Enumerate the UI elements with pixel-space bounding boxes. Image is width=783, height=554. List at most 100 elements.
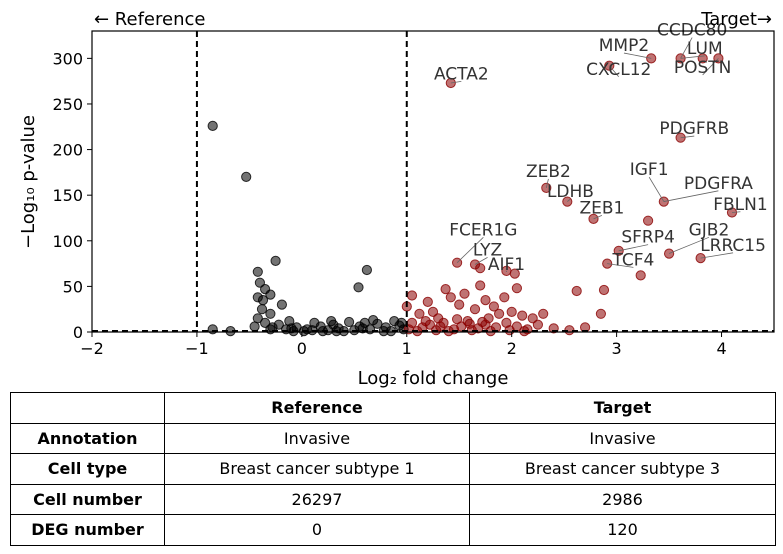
reference-point (270, 255, 281, 266)
target-point (499, 292, 510, 303)
table-row: Annotation Invasive Invasive (10, 422, 776, 454)
target-point (420, 316, 431, 327)
reference-point (265, 308, 276, 319)
reference-point (326, 316, 337, 327)
gene-label: POSTN (674, 58, 732, 78)
table-row-label: DEG number (10, 514, 165, 546)
reference-point (276, 299, 287, 310)
gene-label: PDGFRB (659, 119, 729, 139)
table-row: Cell type Breast cancer subtype 1 Breast… (10, 453, 776, 485)
annotation-leader-line (608, 65, 620, 78)
reference-point (353, 282, 364, 293)
annotation-leader-line (648, 176, 665, 202)
gene-label: CXCL12 (586, 60, 651, 80)
y-tick-label: 200 (52, 141, 83, 160)
axes: −2 −1 0 1 2 3 4 0 50 100 150 200 250 300 (52, 30, 775, 358)
annotation-leader-line (593, 215, 603, 220)
gene-label: FBLN1 (713, 195, 767, 215)
y-tick-label: 150 (52, 186, 83, 205)
annotation-leader-line (702, 58, 719, 76)
annotation-leader-line (545, 178, 549, 188)
y-tick-label: 100 (52, 232, 83, 251)
target-point (675, 53, 686, 64)
target-point (511, 283, 523, 294)
gene-label: AIF1 (488, 255, 525, 275)
gene-label: TCF4 (611, 250, 654, 270)
gene-label: PDGFRA (684, 174, 753, 194)
target-point (469, 304, 481, 315)
gene-label: SFRP4 (621, 228, 674, 248)
target-point (422, 296, 433, 307)
target-point (571, 285, 582, 297)
table-cell: Breast cancer subtype 3 (469, 453, 776, 485)
gene-label: LUM (687, 39, 723, 59)
target-point (613, 245, 624, 256)
reference-point (257, 295, 269, 306)
target-point (406, 290, 418, 301)
annotation-leader-line (680, 135, 695, 139)
x-tick-label: 4 (716, 339, 726, 358)
annotation-leader-line (456, 237, 484, 263)
table-cell: 2986 (469, 483, 776, 515)
annotation-leader-line (450, 80, 462, 84)
target-point (643, 215, 654, 226)
x-tick-label: 3 (612, 339, 622, 358)
target-point (414, 308, 425, 319)
direction-label-left: ← Reference (94, 9, 205, 30)
gene-label: LYZ (473, 240, 502, 260)
target-point (445, 292, 456, 303)
table-row-label: Annotation (10, 422, 165, 454)
target-point (517, 310, 528, 321)
target-point (675, 132, 686, 143)
table-row-label: Cell number (10, 483, 165, 515)
reference-point (260, 317, 271, 328)
x-tick-label: 2 (507, 339, 517, 358)
y-axis-label: −Log₁₀ p-value (18, 115, 39, 249)
table-header-cell (10, 392, 165, 424)
table-cell: 0 (164, 514, 470, 546)
target-point (454, 299, 465, 310)
gene-label: ZEB2 (526, 162, 571, 182)
direction-label-right: Target→ (700, 9, 772, 30)
gene-label: ZEB1 (579, 198, 624, 218)
annotation-leader-line (567, 198, 571, 202)
target-point (494, 308, 505, 319)
x-tick-label: −2 (80, 339, 104, 358)
plot-frame (91, 30, 775, 333)
target-point (440, 284, 451, 295)
reference-point (241, 171, 252, 182)
x-tick-label: 0 (297, 339, 307, 358)
reference-point (207, 120, 218, 132)
table-cell: 26297 (164, 483, 470, 515)
target-point (538, 308, 549, 319)
target-point (635, 270, 646, 281)
reference-point (256, 304, 268, 315)
annotation-leader-line (700, 252, 734, 259)
gene-label: MMP2 (599, 36, 649, 56)
table-row: DEG number 0 120 (10, 514, 776, 546)
target-point (488, 301, 499, 312)
annotation-leader-line (680, 37, 693, 59)
x-tick-label: 1 (402, 339, 412, 358)
reference-point (361, 264, 372, 276)
comparison-table: Reference Target Annotation Invasive Inv… (10, 392, 776, 546)
table-header-cell: Target (469, 392, 776, 424)
gene-label: IGF1 (630, 160, 669, 180)
x-axis-label: Log₂ fold change (358, 368, 509, 389)
target-point (598, 284, 610, 296)
annotation-leader-line (680, 55, 705, 59)
table-header-cell: Reference (164, 392, 470, 424)
target-point (477, 316, 488, 328)
gene-label: LDHB (547, 182, 594, 202)
annotation-leader-line (607, 263, 634, 268)
annotation-leader-line (623, 52, 652, 59)
table-cell: 120 (469, 514, 776, 546)
y-tick-label: 50 (63, 277, 83, 296)
target-point (475, 263, 486, 274)
table-cell: Invasive (469, 422, 776, 454)
table-row: Cell number 26297 2986 (10, 483, 776, 515)
annotation-leader-line (731, 211, 741, 213)
x-tick-label: −1 (185, 339, 209, 358)
threshold-lines (92, 31, 774, 332)
